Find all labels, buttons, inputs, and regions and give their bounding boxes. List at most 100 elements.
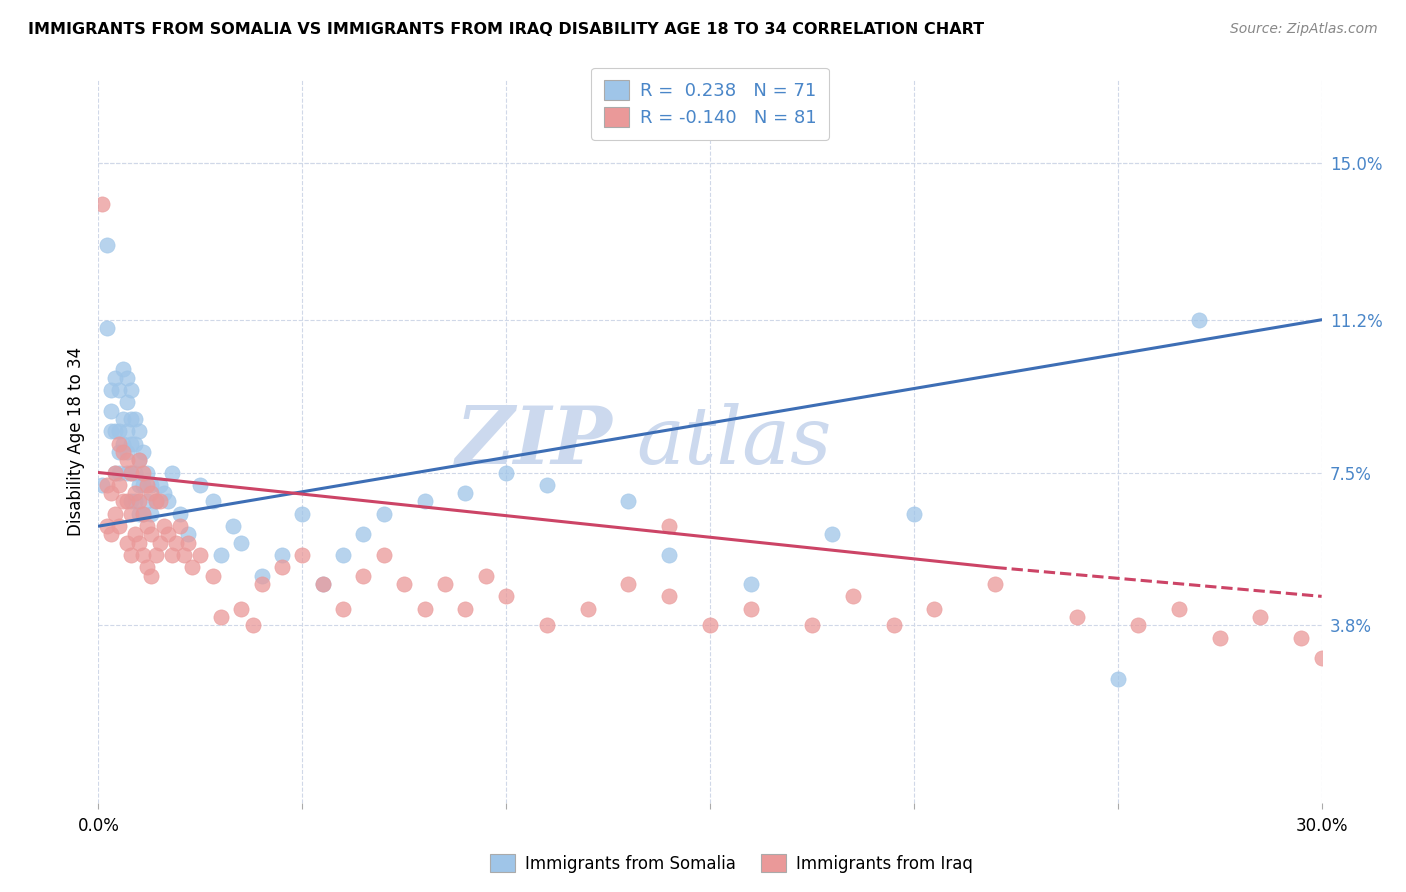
Text: atlas: atlas xyxy=(637,403,832,480)
Point xyxy=(111,436,134,450)
Point xyxy=(100,424,122,438)
Point xyxy=(111,445,134,459)
Point xyxy=(231,535,253,549)
Point xyxy=(100,403,122,417)
Point xyxy=(108,466,131,480)
Point xyxy=(658,519,681,533)
Point xyxy=(132,466,155,480)
Point xyxy=(188,548,212,562)
Point xyxy=(120,548,142,562)
Point xyxy=(128,453,150,467)
Point xyxy=(201,568,224,582)
Point xyxy=(352,527,374,541)
Point xyxy=(120,412,142,426)
Point xyxy=(128,535,150,549)
Point xyxy=(536,478,558,492)
Point xyxy=(115,424,138,438)
Point xyxy=(332,548,354,562)
Point xyxy=(145,494,167,508)
Point xyxy=(115,395,138,409)
Point xyxy=(156,494,179,508)
Point xyxy=(141,527,163,541)
Point xyxy=(699,618,721,632)
Text: ZIP: ZIP xyxy=(456,403,612,480)
Point xyxy=(111,412,134,426)
Point xyxy=(1167,601,1189,615)
Point xyxy=(209,610,232,624)
Point xyxy=(104,507,127,521)
Point xyxy=(454,486,477,500)
Point xyxy=(128,478,150,492)
Point xyxy=(91,478,114,492)
Point xyxy=(115,445,138,459)
Point xyxy=(132,478,155,492)
Point xyxy=(209,548,232,562)
Point xyxy=(108,424,131,438)
Point xyxy=(96,238,118,252)
Point xyxy=(136,494,159,508)
Point xyxy=(188,478,212,492)
Point xyxy=(250,568,273,582)
Point xyxy=(177,527,200,541)
Point xyxy=(96,519,118,533)
Point xyxy=(100,383,122,397)
Point xyxy=(124,486,146,500)
Point xyxy=(169,507,191,521)
Point xyxy=(152,519,174,533)
Point xyxy=(115,466,138,480)
Point xyxy=(128,424,150,438)
Point xyxy=(841,590,863,604)
Point xyxy=(434,577,457,591)
Point xyxy=(1128,618,1150,632)
Point xyxy=(152,486,174,500)
Point xyxy=(413,601,436,615)
Text: IMMIGRANTS FROM SOMALIA VS IMMIGRANTS FROM IRAQ DISABILITY AGE 18 TO 34 CORRELAT: IMMIGRANTS FROM SOMALIA VS IMMIGRANTS FR… xyxy=(28,22,984,37)
Point xyxy=(177,535,200,549)
Legend: R =  0.238   N = 71, R = -0.140   N = 81: R = 0.238 N = 71, R = -0.140 N = 81 xyxy=(591,68,830,140)
Point xyxy=(160,466,183,480)
Point xyxy=(141,568,163,582)
Point xyxy=(141,478,163,492)
Point xyxy=(100,486,122,500)
Point xyxy=(104,424,127,438)
Point xyxy=(149,494,172,508)
Point xyxy=(141,507,163,521)
Point xyxy=(128,494,150,508)
Point xyxy=(145,548,167,562)
Point xyxy=(111,494,134,508)
Point xyxy=(141,486,163,500)
Point xyxy=(124,412,146,426)
Point xyxy=(201,494,224,508)
Point xyxy=(120,494,142,508)
Point xyxy=(120,507,142,521)
Point xyxy=(495,590,517,604)
Point xyxy=(124,466,146,480)
Point xyxy=(658,548,681,562)
Point xyxy=(136,560,159,574)
Point xyxy=(332,601,354,615)
Point xyxy=(474,568,498,582)
Point xyxy=(149,478,172,492)
Point xyxy=(413,494,436,508)
Point xyxy=(373,507,395,521)
Point xyxy=(156,527,179,541)
Point xyxy=(222,519,245,533)
Point xyxy=(454,601,477,615)
Point xyxy=(617,577,640,591)
Point xyxy=(352,568,374,582)
Point xyxy=(104,466,127,480)
Point xyxy=(883,618,905,632)
Point xyxy=(91,197,114,211)
Point xyxy=(115,453,138,467)
Point xyxy=(108,478,131,492)
Point xyxy=(108,383,131,397)
Point xyxy=(132,548,155,562)
Point xyxy=(231,601,253,615)
Point xyxy=(115,370,138,384)
Point xyxy=(658,590,681,604)
Point xyxy=(1249,610,1271,624)
Legend: Immigrants from Somalia, Immigrants from Iraq: Immigrants from Somalia, Immigrants from… xyxy=(484,847,979,880)
Point xyxy=(96,321,118,335)
Point xyxy=(291,507,314,521)
Point xyxy=(1291,631,1313,645)
